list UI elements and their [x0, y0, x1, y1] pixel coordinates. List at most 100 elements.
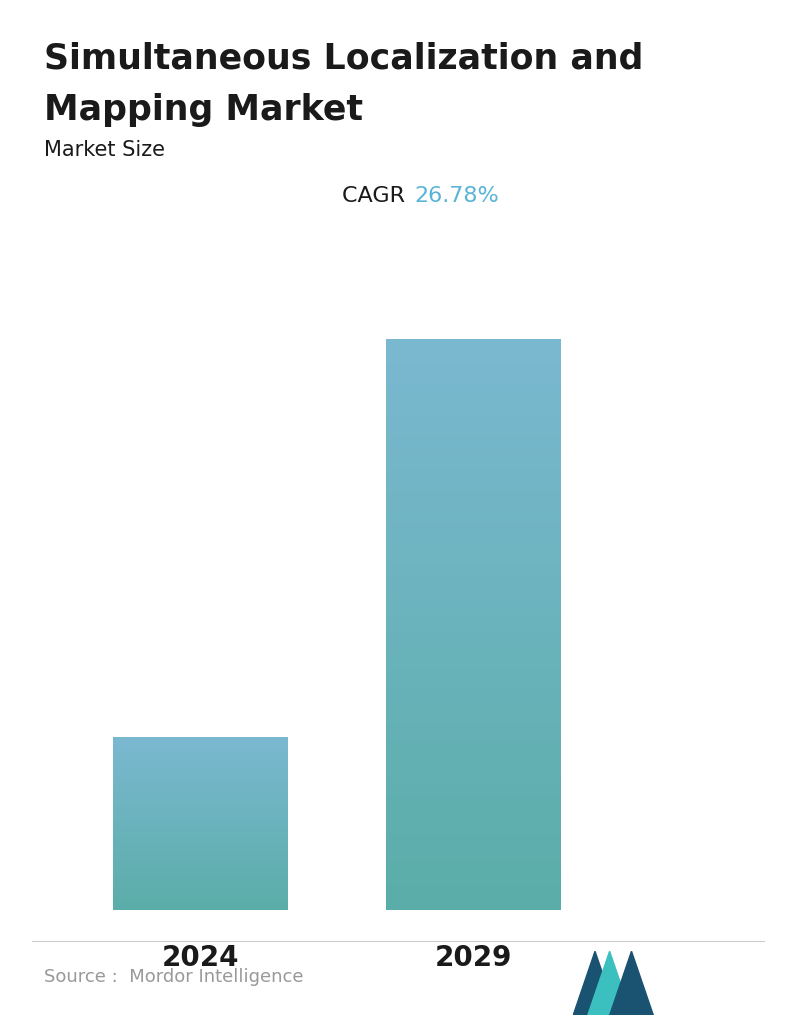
Polygon shape: [610, 951, 654, 1015]
Bar: [386, 819, 561, 820]
Bar: [386, 496, 561, 498]
Bar: [386, 838, 561, 840]
Bar: [386, 609, 561, 611]
Bar: [386, 339, 561, 340]
Bar: [386, 876, 561, 878]
Bar: [386, 666, 561, 668]
Bar: [386, 842, 561, 844]
Bar: [386, 415, 561, 417]
Bar: [386, 651, 561, 652]
Bar: [386, 556, 561, 557]
Bar: [386, 858, 561, 860]
Text: 26.78%: 26.78%: [414, 186, 498, 206]
Bar: [386, 484, 561, 485]
Bar: [386, 820, 561, 822]
Bar: [386, 582, 561, 584]
Bar: [386, 774, 561, 777]
Bar: [386, 482, 561, 484]
Bar: [386, 847, 561, 849]
Text: Source :  Mordor Intelligence: Source : Mordor Intelligence: [44, 968, 303, 986]
Bar: [386, 428, 561, 430]
Bar: [386, 733, 561, 735]
Bar: [386, 485, 561, 487]
Bar: [386, 554, 561, 556]
Bar: [386, 887, 561, 889]
Bar: [386, 627, 561, 628]
Bar: [386, 803, 561, 805]
Bar: [386, 874, 561, 876]
Bar: [386, 679, 561, 681]
Bar: [386, 643, 561, 645]
Bar: [386, 364, 561, 365]
Bar: [386, 423, 561, 424]
Bar: [386, 571, 561, 573]
Bar: [386, 615, 561, 616]
Bar: [386, 788, 561, 790]
Bar: [386, 649, 561, 651]
Bar: [386, 455, 561, 457]
Bar: [386, 552, 561, 554]
Bar: [386, 765, 561, 767]
Bar: [386, 747, 561, 748]
Bar: [386, 740, 561, 742]
Bar: [386, 636, 561, 638]
Bar: [386, 683, 561, 686]
Bar: [386, 523, 561, 525]
Bar: [386, 700, 561, 702]
Bar: [386, 695, 561, 697]
Bar: [386, 661, 561, 663]
Bar: [386, 862, 561, 864]
Bar: [386, 641, 561, 643]
Bar: [386, 514, 561, 516]
Bar: [386, 437, 561, 439]
Bar: [386, 727, 561, 729]
Bar: [386, 677, 561, 679]
Bar: [386, 590, 561, 592]
Bar: [386, 546, 561, 548]
Bar: [386, 598, 561, 600]
Bar: [386, 630, 561, 632]
Bar: [386, 702, 561, 704]
Bar: [386, 373, 561, 375]
Bar: [386, 421, 561, 423]
Bar: [386, 439, 561, 442]
Bar: [386, 394, 561, 396]
Bar: [386, 586, 561, 588]
Bar: [386, 566, 561, 568]
Bar: [386, 903, 561, 904]
Bar: [386, 412, 561, 413]
Bar: [386, 432, 561, 434]
Bar: [386, 464, 561, 466]
Bar: [386, 474, 561, 476]
Bar: [386, 725, 561, 727]
Bar: [386, 476, 561, 478]
Bar: [386, 385, 561, 387]
Bar: [386, 625, 561, 627]
Bar: [386, 663, 561, 664]
Bar: [386, 668, 561, 670]
Bar: [386, 772, 561, 774]
Bar: [386, 365, 561, 367]
Bar: [386, 381, 561, 383]
Bar: [386, 489, 561, 491]
Bar: [386, 539, 561, 541]
Bar: [386, 588, 561, 590]
Bar: [386, 622, 561, 625]
Bar: [386, 801, 561, 803]
Bar: [386, 758, 561, 760]
Bar: [386, 434, 561, 436]
Bar: [386, 390, 561, 392]
Bar: [386, 405, 561, 407]
Bar: [386, 378, 561, 381]
Bar: [386, 786, 561, 788]
Bar: [386, 510, 561, 512]
Bar: [386, 618, 561, 620]
Polygon shape: [587, 951, 631, 1015]
Bar: [386, 756, 561, 758]
Bar: [386, 906, 561, 908]
Bar: [386, 824, 561, 826]
Bar: [386, 559, 561, 561]
Bar: [386, 453, 561, 455]
Bar: [386, 500, 561, 503]
Bar: [386, 446, 561, 448]
